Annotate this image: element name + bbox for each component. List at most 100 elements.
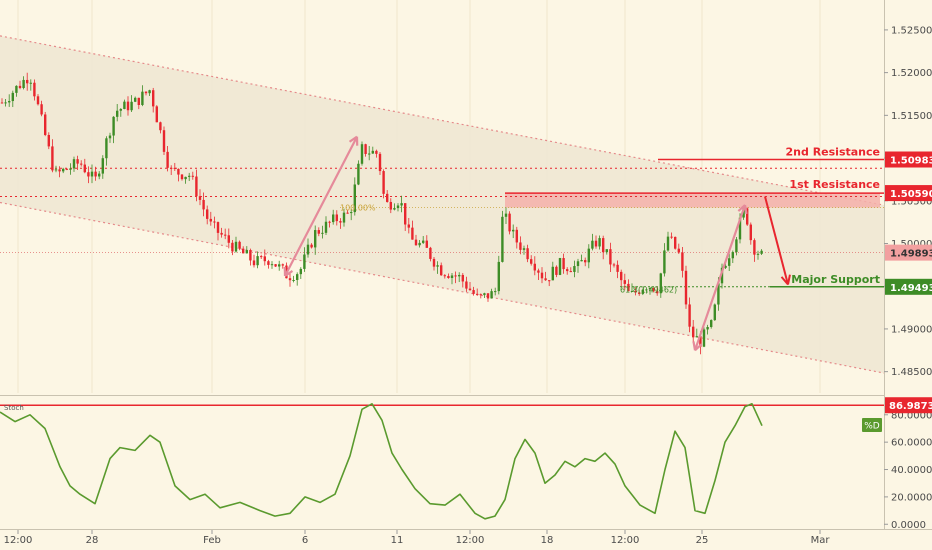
candle-bullish	[580, 260, 583, 262]
candle-bullish	[62, 168, 65, 172]
stoch-tick-label: 20.0000	[891, 492, 932, 503]
time-tick-label: Feb	[203, 535, 221, 546]
candle-bullish	[393, 208, 396, 210]
pattern-arrow-head	[348, 135, 359, 146]
candle-bearish	[555, 266, 558, 275]
candle-bearish	[447, 276, 450, 279]
candle-bullish	[332, 214, 335, 223]
fib-annotation: 100.00%	[340, 204, 376, 213]
candle-bullish	[450, 275, 454, 279]
candle-bearish	[249, 250, 252, 261]
price-level-tag	[885, 244, 932, 261]
price-axis[interactable]: 1.525001.520001.515001.510001.505001.500…	[884, 25, 932, 378]
candle-bearish	[753, 240, 756, 255]
candle-bearish	[375, 150, 378, 154]
stoch-legend-box	[862, 418, 882, 432]
candle-bearish	[670, 236, 673, 238]
candle-bearish	[533, 263, 536, 271]
candle-bullish	[494, 291, 497, 293]
candle-bearish	[508, 213, 511, 232]
candle-bearish	[652, 288, 655, 292]
time-tick-label: 12:00	[456, 535, 485, 546]
candle-bullish	[11, 92, 14, 102]
candle-bearish	[339, 221, 342, 223]
candle-bullish	[116, 110, 119, 117]
candle-bullish	[738, 217, 742, 240]
candle-bearish	[310, 244, 313, 248]
candle-bearish	[411, 227, 414, 240]
candle-bullish	[400, 203, 403, 206]
candle-bullish	[119, 109, 122, 111]
level-name-label: 2nd Resistance	[786, 146, 880, 159]
candle-bearish	[173, 167, 176, 169]
candle-bearish	[612, 264, 616, 266]
candle-bullish	[760, 250, 763, 254]
candle-bearish	[36, 96, 40, 105]
candle-bearish	[465, 281, 468, 289]
candle-bearish	[429, 247, 432, 259]
candle-bullish	[630, 290, 634, 292]
price-level-tag-label: 1.50590	[890, 189, 932, 200]
candle-bearish	[677, 248, 680, 253]
candle-bearish	[634, 290, 637, 293]
candle-bearish	[594, 240, 598, 247]
candle-bullish	[436, 265, 439, 267]
candle-bullish	[371, 150, 374, 154]
candle-bearish	[425, 240, 428, 248]
price-level-tag-label: 1.49893	[890, 249, 932, 260]
candle-bullish	[256, 256, 259, 266]
candle-bullish	[558, 258, 562, 275]
candle-bearish	[242, 248, 245, 254]
candle-bearish	[443, 275, 446, 277]
candle-bearish	[684, 270, 688, 305]
candle-bullish	[101, 158, 104, 174]
candle-bearish	[569, 271, 572, 273]
candle-bearish	[540, 272, 544, 279]
candle-bullish	[324, 221, 328, 233]
candle-bullish	[292, 280, 295, 282]
candle-bearish	[26, 79, 29, 84]
candle-bullish	[296, 274, 299, 281]
candle-bearish	[746, 208, 749, 225]
price-tick-label: 1.48500	[891, 367, 932, 378]
candle-bearish	[224, 234, 227, 236]
time-tick-label: 28	[86, 535, 99, 546]
candle-bullish	[573, 266, 576, 272]
candle-bullish	[90, 171, 94, 177]
candle-bearish	[440, 265, 443, 276]
candle-bullish	[353, 184, 356, 213]
candle-bullish	[605, 249, 608, 253]
candle-bullish	[342, 212, 346, 223]
candle-bearish	[83, 164, 86, 173]
candle-bullish	[522, 248, 526, 250]
price-pane[interactable]	[0, 0, 932, 527]
candle-bearish	[432, 258, 436, 267]
candle-bullish	[735, 239, 738, 253]
candle-bullish	[666, 236, 670, 251]
candle-bearish	[252, 260, 256, 266]
time-axis[interactable]: 12:00 28 Feb 6 11 12:00 18 12:00 25 Mar	[4, 530, 831, 546]
price-level-tag-label: 1.49493	[890, 283, 932, 294]
stoch-pane[interactable]: Stoch	[0, 403, 884, 520]
candle-bearish	[519, 242, 522, 250]
candle-bullish	[648, 288, 652, 290]
candle-bearish	[544, 278, 547, 281]
candle-bullish	[314, 230, 317, 248]
price-tick-label: 1.49000	[891, 324, 932, 335]
candle-bullish	[695, 336, 698, 338]
candle-bearish	[202, 199, 205, 210]
candle-bullish	[551, 266, 554, 281]
stoch-axis[interactable]: 80.0000 60.0000 40.0000 20.0000 0.0000 86.987…	[884, 397, 932, 531]
candle-bullish	[184, 176, 187, 180]
candle-bearish	[263, 256, 266, 262]
candle-bearish	[220, 232, 223, 235]
candle-bearish	[674, 236, 677, 249]
candle-bearish	[454, 275, 457, 277]
candle-bearish	[40, 104, 43, 115]
time-tick-label: 18	[541, 535, 554, 546]
stoch-legend-label: %D	[864, 422, 880, 432]
candle-bullish	[396, 205, 400, 209]
candle-bullish	[306, 244, 310, 255]
candle-bullish	[69, 168, 72, 170]
